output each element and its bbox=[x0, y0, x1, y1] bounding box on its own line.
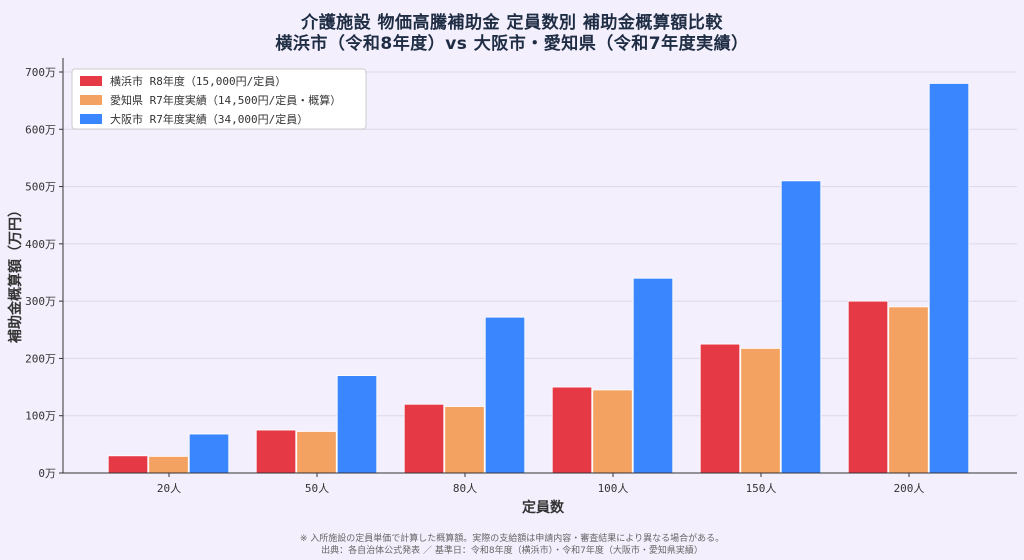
legend-swatch bbox=[80, 114, 102, 124]
legend: 横浜市 R8年度（15,000円/定員） 愛知県 R7年度実績（14,500円/定… bbox=[71, 68, 367, 130]
legend-label: 大阪市 R7年度実績（34,000円/定員） bbox=[110, 112, 308, 126]
chart-title-line2: 横浜市（令和8年度）vs 大阪市・愛知県（令和7年度実績） bbox=[275, 34, 749, 54]
legend-swatch bbox=[80, 76, 102, 86]
x-tick-label: 100人 bbox=[598, 482, 629, 495]
tick-labels: 0万 100万 200万 300万 400万 500万 600万 700万 20人 50人 80人 1… bbox=[25, 66, 924, 495]
footnote-line2: 出典：各自治体公式発表 ／ 基準日：令和8年度（横浜市）・令和7年度（大阪市・愛… bbox=[321, 546, 703, 556]
bar-1-3 bbox=[403, 403, 445, 474]
axes bbox=[59, 58, 1017, 477]
y-axis-label: 補助金概算額（万円） bbox=[7, 203, 24, 344]
y-tick-label: 0万 bbox=[38, 467, 56, 480]
bar-1-2 bbox=[255, 429, 297, 474]
chart-title-line1: 介護施設 物価高騰補助金 定員数別 補助金概算額比較 bbox=[301, 13, 723, 33]
bar-1-4 bbox=[551, 386, 593, 474]
bar-chart: 0万 100万 200万 300万 400万 500万 600万 700万 20人 50人 80人 1… bbox=[7, 58, 1017, 516]
bar-3-2 bbox=[336, 375, 378, 474]
legend-swatch bbox=[80, 95, 102, 105]
bar-3-4 bbox=[632, 277, 674, 474]
y-tick-label: 600万 bbox=[25, 123, 56, 136]
legend-label: 横浜市 R8年度（15,000円/定員） bbox=[110, 74, 286, 88]
bar-2-5 bbox=[740, 348, 781, 474]
legend-label: 愛知県 R7年度実績（14,500円/定員・概算） bbox=[110, 93, 341, 107]
bar-2-3 bbox=[444, 406, 485, 474]
bar-3-1 bbox=[188, 433, 230, 474]
x-axis-label: 定員数 bbox=[522, 499, 565, 516]
bar-2-1 bbox=[148, 455, 189, 474]
y-tick-label: 200万 bbox=[25, 352, 56, 365]
bar-2-2 bbox=[296, 431, 337, 474]
bar-1-6 bbox=[847, 300, 889, 474]
footnote-line1: ※ 入所施設の定員単価で計算した概算額。実際の支給額は申請内容・審査結果により異… bbox=[299, 534, 725, 544]
y-tick-label: 700万 bbox=[25, 66, 56, 79]
legend-box bbox=[71, 68, 367, 130]
y-tick-label: 100万 bbox=[25, 410, 56, 423]
bar-1-5 bbox=[699, 343, 741, 474]
x-tick-label: 20人 bbox=[157, 482, 181, 495]
x-tick-label: 200人 bbox=[894, 482, 925, 495]
bar-3-3 bbox=[484, 316, 526, 474]
y-tick-label: 500万 bbox=[25, 181, 56, 194]
x-tick-label: 150人 bbox=[746, 482, 777, 495]
y-tick-label: 400万 bbox=[25, 238, 56, 251]
bar-2-6 bbox=[888, 306, 929, 474]
bar-3-5 bbox=[780, 180, 822, 474]
bar-2-4 bbox=[592, 389, 633, 474]
y-tick-label: 300万 bbox=[25, 295, 56, 308]
x-tick-label: 50人 bbox=[305, 482, 329, 495]
bar-3-6 bbox=[928, 83, 970, 474]
x-tick-label: 80人 bbox=[453, 482, 477, 495]
bar-1-1 bbox=[107, 455, 149, 474]
bars bbox=[107, 83, 970, 474]
